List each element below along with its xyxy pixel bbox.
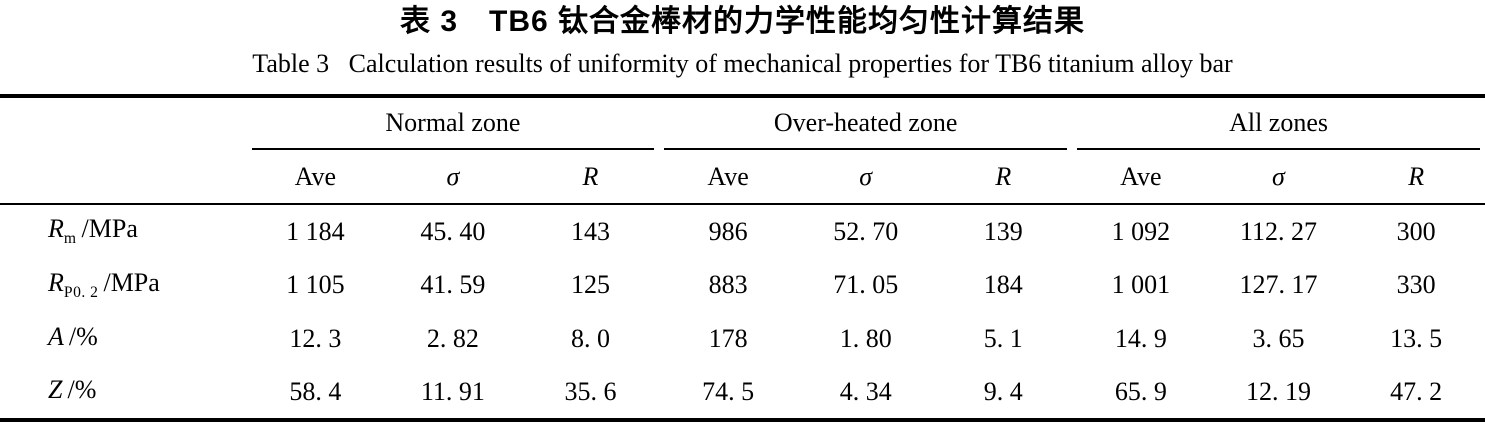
table-cell: 125	[571, 270, 610, 299]
col-header-range: R	[1347, 150, 1485, 205]
header-empty-cell	[0, 96, 247, 150]
table-cell: 1 001	[1111, 270, 1171, 299]
column-group-over-heated-zone: Over-heated zone	[659, 96, 1072, 150]
column-group-all-zones: All zones	[1072, 96, 1485, 150]
col-header-ave: Ave	[246, 150, 385, 205]
table-cell: 1 184	[286, 216, 345, 246]
table-cell: 883	[708, 270, 748, 299]
row-label-unit: /MPa	[81, 214, 138, 244]
table-cell: 74. 5	[702, 377, 755, 406]
mechanical-properties-table: Normal zone Over-heated zone All zones A…	[0, 94, 1485, 422]
col-header-sigma: σ	[796, 150, 935, 205]
table-cell: 139	[983, 216, 1023, 246]
row-label-unit: /%	[67, 374, 97, 404]
row-label: RP0. 2/MPa	[0, 258, 247, 312]
row-label-unit: /MPa	[103, 267, 160, 297]
table-cell: 58. 4	[289, 377, 342, 406]
table-cell: 300	[1396, 216, 1436, 246]
table-cell: 14. 9	[1114, 324, 1167, 353]
col-header-range: R	[521, 150, 660, 205]
table-row-rp02: RP0. 2/MPa 1 105 41. 59 125 883 71. 05 1…	[0, 258, 1485, 312]
table-cell: 71. 05	[833, 270, 899, 299]
table-cell: 1 092	[1111, 216, 1171, 246]
row-label-symbol: R	[48, 267, 64, 297]
row-label: A/%	[0, 312, 247, 366]
table-cell: 112. 27	[1239, 216, 1317, 246]
col-header-ave: Ave	[1072, 150, 1210, 205]
col-header-sigma: σ	[1209, 150, 1348, 205]
row-label-symbol: Z	[48, 374, 63, 404]
table-cell: 13. 5	[1390, 324, 1443, 353]
table-cell: 65. 9	[1114, 377, 1167, 406]
table-caption-chinese: 表 3 TB6 钛合金棒材的力学性能均匀性计算结果	[399, 5, 1086, 38]
table-cell: 11. 91	[420, 377, 485, 406]
header-empty-cell	[0, 150, 247, 205]
table-cell: 184	[983, 270, 1023, 299]
table-cell: 4. 34	[839, 377, 892, 406]
table-row-a: A/% 12. 3 2. 82 8. 0 178 1. 80 5. 1 14. …	[0, 312, 1485, 366]
column-group-label: Normal zone	[385, 108, 521, 137]
col-header-ave: Ave	[659, 150, 797, 205]
table-cell: 41. 59	[420, 270, 486, 299]
col-header-sigma: σ	[384, 150, 522, 205]
table-cell: 3. 65	[1252, 324, 1305, 353]
row-label: Z/%	[0, 366, 247, 420]
table-row-rm: Rm/MPa 1 184 45. 40 143 986 52. 70 139 1…	[0, 204, 1485, 258]
table-cell: 143	[571, 216, 610, 246]
table-cell: 127. 17	[1239, 270, 1318, 299]
table-cell: 986	[708, 216, 748, 246]
table-cell: 8. 0	[571, 324, 610, 353]
column-group-label: All zones	[1229, 108, 1328, 137]
table-cell: 2. 82	[426, 324, 479, 353]
table-cell: 45. 40	[420, 216, 486, 246]
col-header-range: R	[934, 150, 1073, 205]
row-label-unit: /%	[68, 321, 98, 351]
row-label-symbol: R	[48, 214, 64, 244]
column-group-normal-zone: Normal zone	[247, 96, 660, 150]
table-cell: 47. 2	[1390, 377, 1443, 406]
row-label-symbol: A	[48, 321, 64, 351]
table-cell: 5. 1	[983, 324, 1023, 353]
table-cell: 12. 19	[1245, 377, 1311, 406]
table-cell: 178	[708, 324, 748, 353]
table-cell: 330	[1396, 270, 1436, 299]
table-cell: 52. 70	[833, 216, 899, 246]
sub-header-row: Ave σ R Ave σ R Ave σ R	[0, 150, 1485, 205]
row-label-subscript: m	[63, 230, 77, 248]
table-caption-english: Table 3 Calculation results of uniformit…	[252, 49, 1233, 78]
column-group-label: Over-heated zone	[773, 108, 958, 137]
row-label-subscript: P0. 2	[63, 284, 99, 302]
table-cell: 35. 6	[564, 377, 617, 406]
row-label: Rm/MPa	[0, 204, 247, 258]
table-cell: 1. 80	[839, 324, 892, 353]
column-group-header-row: Normal zone Over-heated zone All zones	[0, 96, 1485, 150]
table-cell: 12. 3	[289, 324, 342, 353]
table-row-z: Z/% 58. 4 11. 91 35. 6 74. 5 4. 34 9. 4 …	[0, 366, 1485, 420]
table-cell: 9. 4	[983, 377, 1023, 406]
table-cell: 1 105	[286, 270, 345, 299]
